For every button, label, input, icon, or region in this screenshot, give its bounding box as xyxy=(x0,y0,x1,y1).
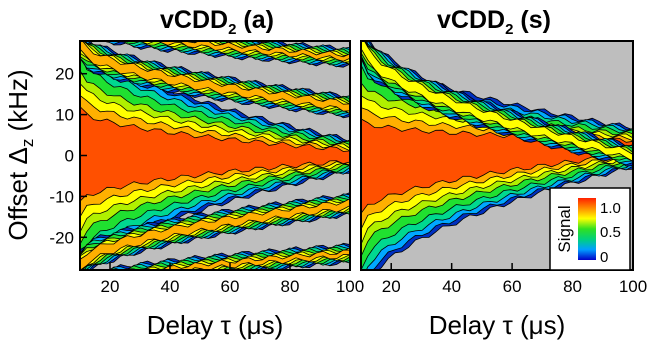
panel-s-x-axis-label: Delay τ (μs) xyxy=(429,310,566,340)
panel-a-x-tick-label: 100 xyxy=(336,277,364,296)
panel-a-title: vCDD2 (a) xyxy=(160,6,274,38)
panel-s-band-1-level-5 xyxy=(361,41,633,162)
colorbar-title: Signal xyxy=(555,205,574,252)
panel-a-band-4-level-6 xyxy=(142,249,350,270)
colorbar-gradient xyxy=(578,198,596,260)
panel-a-band-3-level-6 xyxy=(80,198,350,270)
y-axis-label: Offset Δz (kHz) xyxy=(3,69,37,240)
panel-a-y-tick-label: 10 xyxy=(55,106,74,125)
panel-a-y-tick-label: -10 xyxy=(49,187,74,206)
colorbar-legend: Signal 1.0 0.5 0 xyxy=(549,187,631,271)
panel-s-title: vCDD2 (s) xyxy=(437,6,551,38)
panel-a-x-axis-label: Delay τ (μs) xyxy=(147,310,284,340)
panel-a-band-0-level-7 xyxy=(80,106,350,202)
panel-a-y-tick-label: 0 xyxy=(65,147,74,166)
panel-s-heatmap xyxy=(361,41,633,270)
panel-s-x-tick-label: 20 xyxy=(382,277,401,296)
panel-s-x-tick-label: 80 xyxy=(563,277,582,296)
panel-a-heatmap xyxy=(80,41,350,270)
panel-s-x-tick-label: 100 xyxy=(619,277,647,296)
colorbar-label-max: 1.0 xyxy=(600,200,621,217)
panel-s-x-tick-label: 40 xyxy=(442,277,461,296)
panel-a-x-tick-label: 40 xyxy=(161,277,180,296)
panel-a-band-2-level-6 xyxy=(138,41,350,62)
panel-a-x-tick-label: 60 xyxy=(221,277,240,296)
colorbar-label-min: 0 xyxy=(600,249,608,266)
panel-a-x-tick-label: 80 xyxy=(281,277,300,296)
panel-s-frame xyxy=(360,40,634,271)
panel-a-y-tick-label: 20 xyxy=(55,65,74,84)
panel-s-band-1-level-2 xyxy=(361,41,633,164)
panel-a-x-tick-label: 20 xyxy=(101,277,120,296)
colorbar-label-mid: 0.5 xyxy=(600,224,621,241)
panel-a-band-1-level-6 xyxy=(80,41,350,112)
panel-a-y-tick-label: -20 xyxy=(49,228,74,247)
panel-s-x-tick-label: 60 xyxy=(503,277,522,296)
panel-s-ticks: 20 40 60 80 100 xyxy=(382,263,647,296)
